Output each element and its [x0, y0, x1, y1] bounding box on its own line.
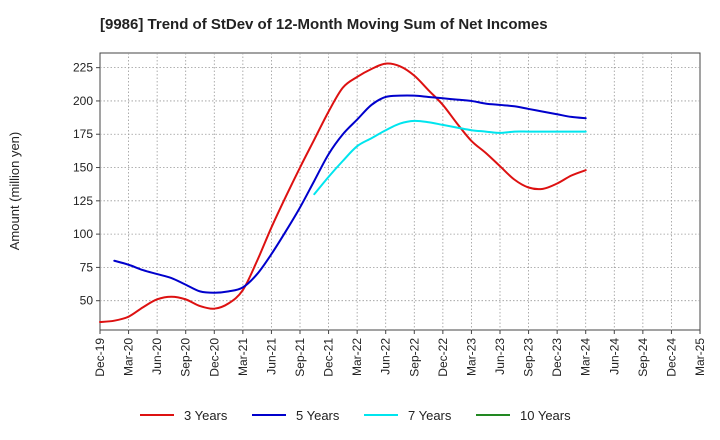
x-tick-label: Jun-20 — [150, 338, 164, 375]
x-tick-label: Sep-24 — [636, 338, 650, 377]
x-tick-label: Sep-20 — [179, 338, 193, 377]
legend: 3 Years 5 Years 7 Years 10 Years — [140, 408, 571, 423]
x-tick-label: Jun-21 — [264, 338, 278, 375]
x-tick-label: Jun-23 — [493, 338, 507, 375]
y-tick-label: 75 — [80, 260, 94, 274]
legend-item-5-years: 5 Years — [252, 408, 340, 423]
x-tick-label: Mar-25 — [693, 338, 707, 376]
y-tick-label: 50 — [80, 294, 94, 308]
y-tick-label: 200 — [73, 94, 93, 108]
x-tick-label: Sep-22 — [407, 338, 421, 377]
x-tick-label: Dec-21 — [322, 338, 336, 377]
x-tick-label: Dec-23 — [550, 338, 564, 377]
legend-label: 7 Years — [408, 408, 452, 423]
grid-layer — [99, 52, 701, 331]
series-line-3-years — [99, 62, 587, 324]
legend-label: 3 Years — [184, 408, 228, 423]
x-tick-label: Dec-22 — [436, 338, 450, 377]
x-tick-label: Dec-20 — [207, 338, 221, 377]
chart-title: [9986] Trend of StDev of 12-Month Moving… — [100, 16, 548, 33]
x-tick-label: Sep-21 — [293, 338, 307, 377]
x-tick-label: Sep-23 — [522, 338, 536, 377]
series-layer — [99, 62, 587, 324]
y-tick-label: 225 — [73, 61, 93, 75]
y-tick-label: 125 — [73, 194, 93, 208]
x-tick-label: Mar-21 — [236, 338, 250, 376]
axis-layer: Dec-19 Mar-20 Jun-20 Sep-20 Dec-20 Mar-21 Jun-… — [73, 61, 707, 377]
y-tick-label: 175 — [73, 127, 93, 141]
legend-item-7-years: 7 Years — [364, 408, 452, 423]
x-tick-label: Dec-19 — [93, 338, 107, 377]
plot-frame — [99, 52, 701, 331]
y-tick-label: 100 — [73, 227, 93, 241]
x-tick-label: Dec-24 — [664, 338, 678, 377]
y-axis-label: Amount (million yen) — [7, 132, 22, 251]
legend-item-10-years: 10 Years — [476, 408, 571, 423]
x-tick-label: Mar-20 — [122, 338, 136, 376]
legend-label: 5 Years — [296, 408, 340, 423]
series-line-5-years — [113, 94, 587, 294]
x-tick-label: Mar-24 — [579, 338, 593, 376]
series-line-7-years — [313, 119, 587, 196]
x-tick-label: Mar-22 — [350, 338, 364, 376]
x-tick-label: Mar-23 — [464, 338, 478, 376]
x-tick-label: Jun-24 — [607, 338, 621, 375]
y-tick-label: 150 — [73, 161, 93, 175]
legend-item-3-years: 3 Years — [140, 408, 228, 423]
legend-label: 10 Years — [520, 408, 571, 423]
x-tick-label: Jun-22 — [379, 338, 393, 375]
